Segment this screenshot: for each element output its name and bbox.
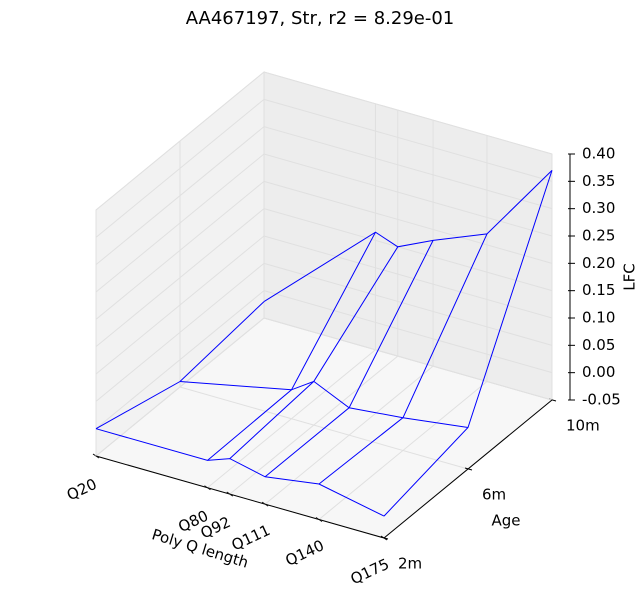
z-tick-label: 0.35 — [582, 172, 615, 190]
wire-column — [383, 170, 553, 517]
y-axis-label: Age — [491, 512, 520, 530]
x-tick-label: Q20 — [64, 475, 100, 504]
grid-line — [263, 71, 553, 155]
y-tick-label: 2m — [398, 555, 422, 573]
grid-line — [95, 208, 265, 348]
axis-line — [95, 455, 385, 539]
grid-line — [95, 235, 265, 375]
grid-line — [263, 235, 553, 319]
wire-column — [95, 301, 265, 430]
y-tick-label: 6m — [482, 486, 506, 504]
axis-line — [383, 399, 553, 539]
z-tick-label: 0.20 — [582, 254, 615, 272]
y-tick-label: 10m — [566, 417, 600, 435]
z-tick-label: 0.25 — [582, 227, 615, 245]
z-tick-label: 0.05 — [582, 336, 615, 354]
wire-row — [95, 428, 385, 517]
grid-line — [263, 126, 553, 210]
z-axis-label: LFC — [621, 263, 639, 290]
grid-line — [263, 180, 553, 264]
wire-column — [264, 240, 434, 478]
grid-line — [95, 71, 265, 211]
grid-line — [263, 290, 553, 374]
wire-column — [229, 246, 399, 459]
grid-line — [263, 153, 553, 237]
wire-row — [179, 380, 469, 428]
grid-line — [95, 153, 265, 293]
grid-line — [263, 208, 553, 292]
grid-line — [95, 262, 265, 402]
z-tick-label: 0.15 — [582, 281, 615, 299]
z-tick-label: 0.40 — [582, 145, 615, 163]
grid-line — [95, 98, 265, 238]
z-tick-label: 0.00 — [582, 363, 615, 381]
x-tick-label: Q140 — [283, 536, 327, 569]
wire-row — [263, 170, 553, 303]
wire-column — [318, 233, 488, 485]
grid-line — [95, 317, 265, 457]
z-tick-label: 0.10 — [582, 309, 615, 327]
wire-column — [207, 231, 376, 461]
grid-line — [263, 98, 553, 182]
chart-title: AA467197, Str, r2 = 8.29e-01 — [186, 8, 455, 29]
grid-line — [95, 180, 265, 320]
grid-line — [95, 126, 265, 266]
grid-line — [95, 290, 265, 430]
grid-line — [263, 317, 553, 401]
x-tick-label: Q175 — [348, 555, 392, 588]
grid-line — [263, 262, 553, 346]
z-tick-label: -0.05 — [582, 391, 621, 409]
z-tick-label: 0.30 — [582, 199, 615, 217]
